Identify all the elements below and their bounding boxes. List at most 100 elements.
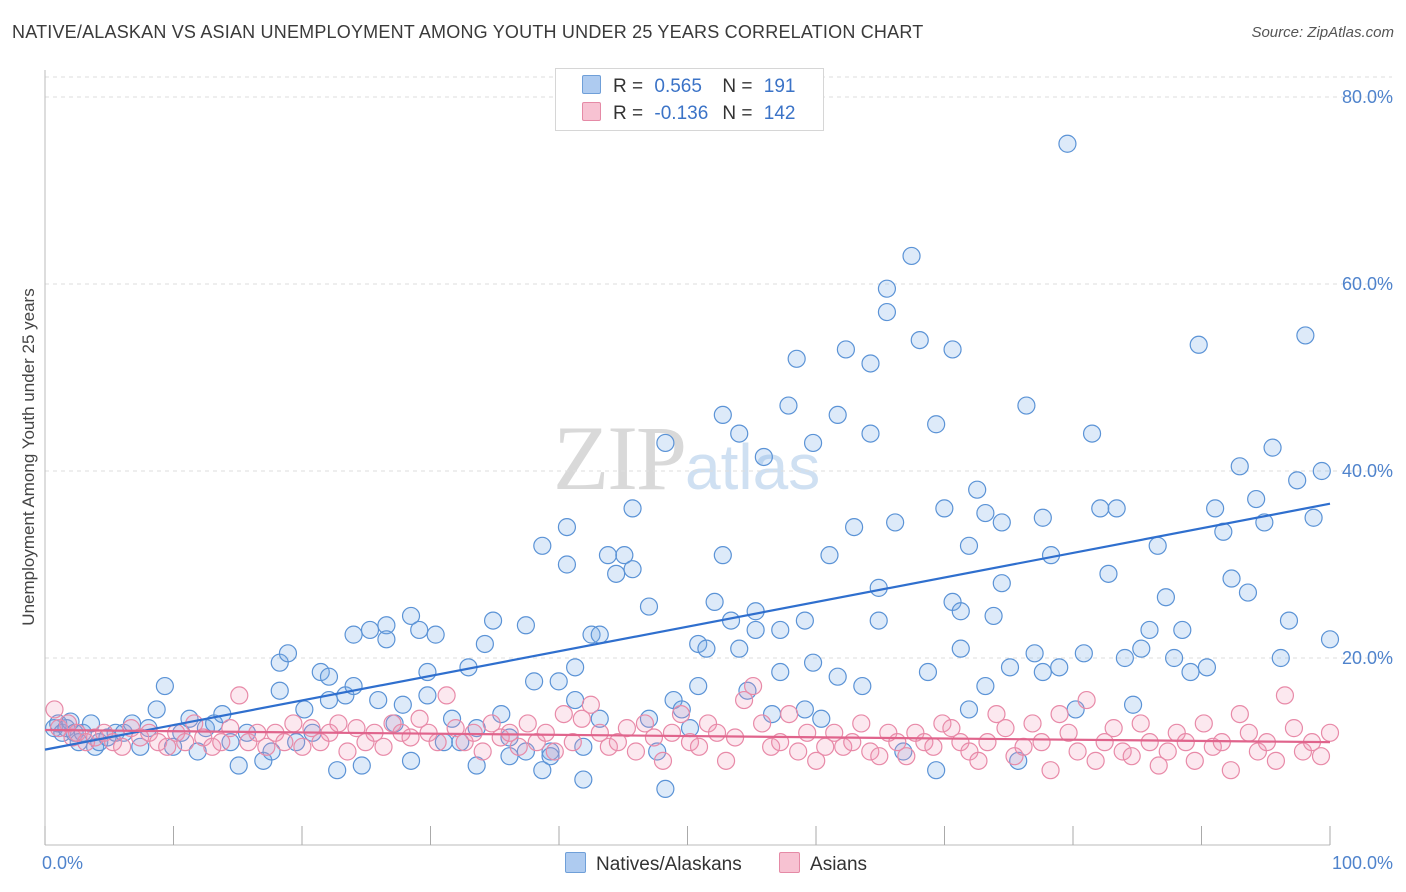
asians-point	[780, 704, 799, 724]
asians-point	[734, 690, 754, 710]
asians-point	[509, 737, 528, 756]
asians-point	[275, 733, 294, 752]
asians-point	[843, 733, 862, 752]
natives-point	[959, 700, 979, 719]
asians-point	[1140, 733, 1159, 752]
asians-point	[996, 719, 1015, 738]
legend-label: Asians	[810, 854, 868, 875]
natives-point	[787, 349, 806, 368]
asians-point	[149, 733, 168, 752]
asians-point	[257, 737, 276, 756]
natives-point	[81, 714, 101, 733]
asians-point	[437, 686, 456, 705]
natives-point	[188, 742, 207, 761]
asians-point	[329, 714, 348, 733]
asians-point	[45, 700, 64, 719]
natives-point	[1082, 424, 1102, 443]
natives-point	[828, 405, 847, 424]
asians-point	[176, 733, 195, 752]
asians-point	[1077, 690, 1096, 710]
natives-point	[1140, 620, 1159, 640]
natives-point	[1263, 438, 1282, 457]
natives-point	[557, 517, 577, 537]
legend-n-value: 142	[763, 103, 796, 124]
asians-point	[753, 714, 772, 733]
asians-point	[113, 737, 132, 756]
tick-labels: 20.0% 40.0% 60.0% 80.0% 0.0% 100.0% Unemployme…	[19, 87, 1393, 873]
asians-point	[1050, 704, 1069, 724]
natives-point	[475, 634, 494, 654]
natives-point	[639, 597, 659, 616]
natives-point	[771, 620, 790, 640]
natives-point	[574, 737, 593, 756]
asians-point	[374, 737, 393, 756]
natives-point	[483, 611, 503, 630]
asians-point	[1059, 723, 1078, 742]
y-axis-label: Unemployment Among Youth under 25 years	[19, 288, 38, 625]
asians-point	[671, 704, 691, 724]
natives-point	[861, 354, 880, 373]
natives-point	[1107, 499, 1126, 518]
natives-point	[360, 620, 380, 640]
y-tick-label: 60.0%	[1342, 274, 1393, 294]
natives-point	[352, 756, 371, 775]
asians-point	[689, 737, 709, 756]
asians-point	[1266, 751, 1286, 770]
natives-point	[812, 709, 831, 728]
natives-point	[1197, 658, 1217, 677]
natives-point	[418, 686, 437, 705]
asians-point	[608, 733, 627, 752]
natives-point	[959, 536, 979, 555]
asians-point	[518, 714, 537, 733]
asians-point	[852, 714, 871, 733]
natives-point	[574, 770, 593, 789]
natives-point	[377, 616, 396, 635]
natives-point	[344, 625, 363, 644]
natives-trend-line	[44, 502, 1331, 751]
asians-point	[680, 733, 700, 752]
natives-point	[1000, 658, 1020, 677]
asians-point	[284, 714, 303, 733]
legend-swatch	[565, 852, 586, 873]
natives-point	[221, 733, 240, 752]
asians-point	[1320, 723, 1340, 742]
natives-point	[918, 662, 938, 682]
natives-alaskans-points	[45, 134, 1340, 799]
asians-point	[338, 742, 357, 761]
natives-point	[779, 396, 798, 415]
natives-point	[377, 630, 396, 649]
natives-point	[746, 620, 765, 640]
natives-point	[976, 503, 995, 523]
asians-point	[662, 723, 682, 742]
natives-point	[795, 700, 814, 719]
natives-point	[1050, 658, 1069, 677]
natives-point	[1058, 134, 1077, 153]
asians-point	[969, 751, 988, 770]
natives-point	[623, 560, 642, 579]
asians-point	[1275, 686, 1295, 705]
natives-point	[328, 761, 347, 780]
source-label: Source: ZipAtlas.com	[1251, 24, 1394, 41]
natives-point	[820, 546, 839, 565]
natives-point	[1304, 508, 1323, 527]
natives-point	[1173, 620, 1192, 640]
asians-point	[1041, 761, 1060, 780]
natives-point	[401, 606, 421, 626]
natives-point	[549, 672, 568, 691]
asians-point	[563, 733, 582, 752]
asians-point	[897, 747, 916, 766]
natives-point	[1288, 471, 1307, 490]
legend-n-label: N =	[722, 103, 753, 124]
natives-point	[1296, 326, 1315, 345]
natives-point	[1156, 588, 1175, 607]
legend-n-label: N =	[722, 76, 753, 97]
natives-point	[992, 574, 1011, 593]
asians-point	[1104, 719, 1123, 738]
asians-point	[545, 742, 564, 761]
asians-point	[446, 719, 465, 738]
asians-point	[1095, 733, 1114, 752]
natives-point	[1181, 662, 1200, 682]
asians-point	[743, 676, 763, 696]
asians-point	[464, 723, 483, 742]
asians-point	[1032, 733, 1051, 752]
